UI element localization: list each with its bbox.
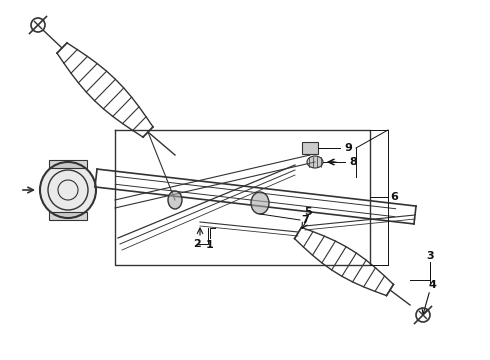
Circle shape (40, 162, 96, 218)
Text: 9: 9 (344, 143, 352, 153)
Ellipse shape (168, 191, 182, 209)
Bar (49, 212, 87, 220)
Text: 8: 8 (349, 157, 357, 167)
Text: 7: 7 (301, 215, 309, 225)
Bar (302, 142, 318, 154)
Bar (302, 142, 318, 154)
Text: 6: 6 (390, 192, 398, 202)
Bar (49, 160, 87, 168)
Bar (49, 160, 87, 168)
Text: 1: 1 (206, 240, 214, 250)
Ellipse shape (251, 192, 269, 214)
Text: 2: 2 (193, 239, 201, 249)
Text: 4: 4 (428, 280, 436, 290)
Ellipse shape (307, 156, 323, 168)
Text: 3: 3 (426, 251, 434, 261)
Bar (49, 212, 87, 220)
Text: 5: 5 (304, 207, 312, 217)
